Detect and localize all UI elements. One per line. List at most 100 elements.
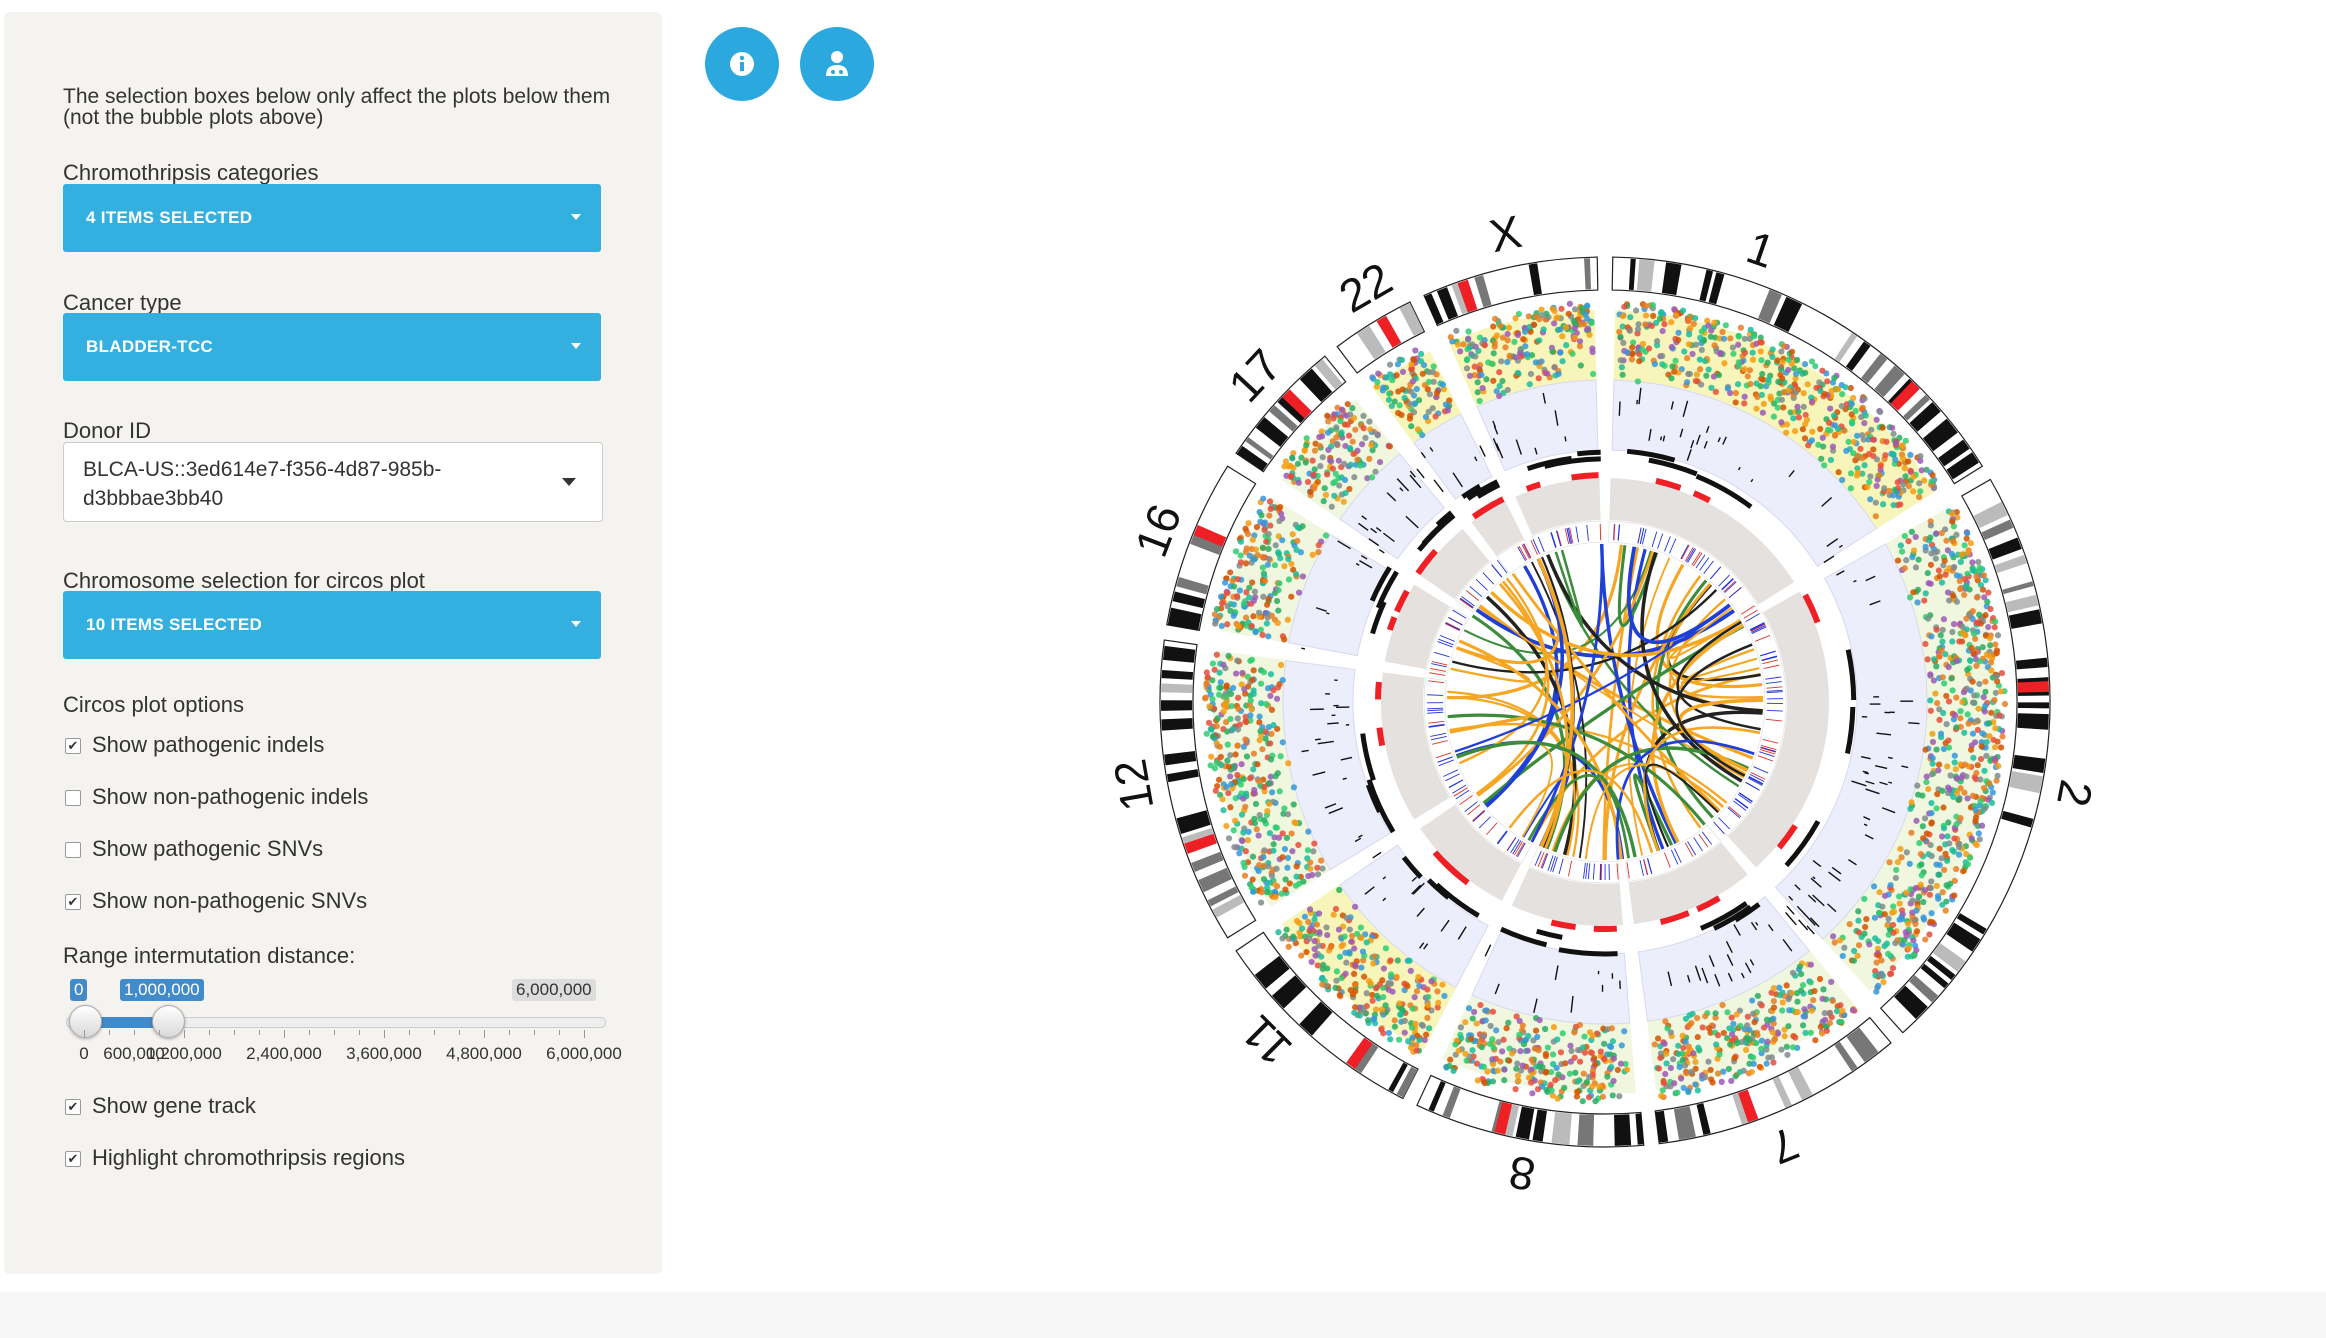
- snv-point: [1235, 705, 1242, 713]
- snv-point: [1586, 331, 1593, 339]
- gene-tick: [1748, 776, 1763, 785]
- checkbox-box[interactable]: ✔: [65, 738, 81, 754]
- slider-tick: [134, 1030, 135, 1035]
- snv-point: [1554, 1095, 1561, 1102]
- snv-point: [1434, 1004, 1441, 1011]
- chromothripsis-dropdown[interactable]: 4 ITEMS SELECTED: [63, 184, 601, 252]
- snv-point: [1759, 370, 1766, 378]
- snv-point: [1227, 569, 1234, 576]
- snv-point: [1829, 933, 1837, 940]
- checkbox-label: Show pathogenic indels: [92, 732, 325, 757]
- range-slider-handle-to[interactable]: [152, 1005, 186, 1038]
- snv-point: [1314, 478, 1321, 485]
- checkbox-box[interactable]: [65, 842, 81, 858]
- snv-point: [1835, 469, 1842, 476]
- snv-point: [1219, 796, 1226, 803]
- snv-point: [1737, 324, 1745, 331]
- snv-point: [1750, 1054, 1757, 1061]
- donor-id-select[interactable]: BLCA-US::3ed614e7-f356-4d87-985b-d3bbbae…: [63, 442, 603, 522]
- gene-tick: [1755, 634, 1771, 642]
- snv-point: [1327, 457, 1334, 464]
- snv-point: [1505, 1019, 1512, 1026]
- snv-point: [1928, 799, 1935, 807]
- ideogram-band: [1845, 341, 1871, 371]
- ideogram-band: [1254, 955, 1290, 989]
- snv-point: [1928, 478, 1935, 485]
- snv-point: [1964, 570, 1971, 577]
- snv-point: [1899, 481, 1907, 488]
- loh-track: [1381, 672, 1450, 820]
- snv-point: [1892, 874, 1899, 882]
- snv-point: [1821, 1016, 1829, 1023]
- range-slider-track[interactable]: [66, 1017, 606, 1028]
- cancer-type-dropdown[interactable]: BLADDER-TCC: [63, 313, 601, 381]
- snv-point: [1975, 558, 1982, 566]
- snv-point: [1802, 1029, 1809, 1036]
- snv-point: [1831, 374, 1838, 382]
- snv-point: [1988, 667, 1995, 674]
- slider-grid-label: 1,200,000: [146, 1044, 222, 1063]
- gene-ticks: [1426, 524, 1783, 881]
- gene-tick: [1761, 656, 1778, 662]
- snv-point: [1989, 789, 1996, 796]
- snv-point: [1741, 393, 1748, 400]
- snv-point: [1872, 513, 1879, 520]
- ideogram-band: [1255, 417, 1289, 447]
- range-slider-handle-from[interactable]: [69, 1005, 102, 1038]
- gene-tick: [1750, 623, 1766, 632]
- cnv-spike: [1887, 756, 1893, 759]
- snv-point: [1997, 744, 2005, 751]
- snv-point: [1483, 376, 1490, 383]
- gene-tick: [1435, 752, 1452, 759]
- circos-options-label: Circos plot options: [63, 692, 244, 717]
- ideogram-band: [2005, 594, 2039, 613]
- checkbox-box[interactable]: ✔: [65, 1099, 81, 1115]
- snv-point: [1712, 1014, 1719, 1021]
- snv-point: [1481, 1079, 1488, 1087]
- snv-point: [1480, 1063, 1488, 1070]
- snv-point: [1749, 349, 1756, 356]
- cnv-spike: [1314, 738, 1321, 741]
- snv-point: [1391, 1023, 1398, 1030]
- snv-point: [1757, 383, 1764, 390]
- checkbox-box[interactable]: ✔: [65, 1151, 81, 1167]
- snv-point: [1967, 746, 1975, 753]
- snv-point: [1885, 487, 1893, 494]
- snv-point: [1901, 465, 1908, 472]
- gene-tick: [1743, 609, 1758, 619]
- snv-point: [1473, 1020, 1480, 1027]
- checkbox-box[interactable]: ✔: [65, 894, 81, 910]
- cn-segment: [1424, 548, 1438, 563]
- snv-point: [1839, 1007, 1846, 1015]
- snv-point: [1511, 338, 1518, 345]
- snv-point: [1330, 911, 1337, 918]
- snv-point: [1783, 982, 1790, 989]
- donor-info-button[interactable]: [800, 27, 874, 101]
- snv-point: [1642, 312, 1650, 319]
- snv-point: [1881, 485, 1888, 492]
- info-button[interactable]: [705, 27, 779, 101]
- snv-point: [1607, 1043, 1615, 1051]
- loh-track: [1384, 584, 1450, 670]
- chromosome-selection-dropdown[interactable]: 10 ITEMS SELECTED: [63, 591, 601, 659]
- snv-point: [1272, 773, 1279, 780]
- snv-point: [1972, 635, 1979, 642]
- snv-point: [1978, 822, 1986, 829]
- cnv-spike: [1863, 823, 1868, 827]
- ideogram-7: [1654, 1016, 1892, 1145]
- ideogram-band: [1956, 913, 1987, 935]
- cn-step: [1466, 479, 1499, 501]
- cnv-spike: [1492, 438, 1500, 452]
- chromosome-X: X: [1423, 205, 1602, 556]
- snv-point: [1897, 501, 1904, 508]
- snv-point: [1499, 377, 1506, 385]
- cnv-spike: [1848, 859, 1857, 866]
- snv-point: [1673, 312, 1680, 319]
- snv-point: [1918, 467, 1925, 474]
- snv-point: [1261, 788, 1268, 795]
- snv-point: [1821, 390, 1828, 398]
- snv-point: [1306, 906, 1314, 913]
- cnv-spike: [1727, 972, 1733, 982]
- checkbox-box[interactable]: [65, 790, 81, 806]
- snv-point: [1285, 556, 1292, 563]
